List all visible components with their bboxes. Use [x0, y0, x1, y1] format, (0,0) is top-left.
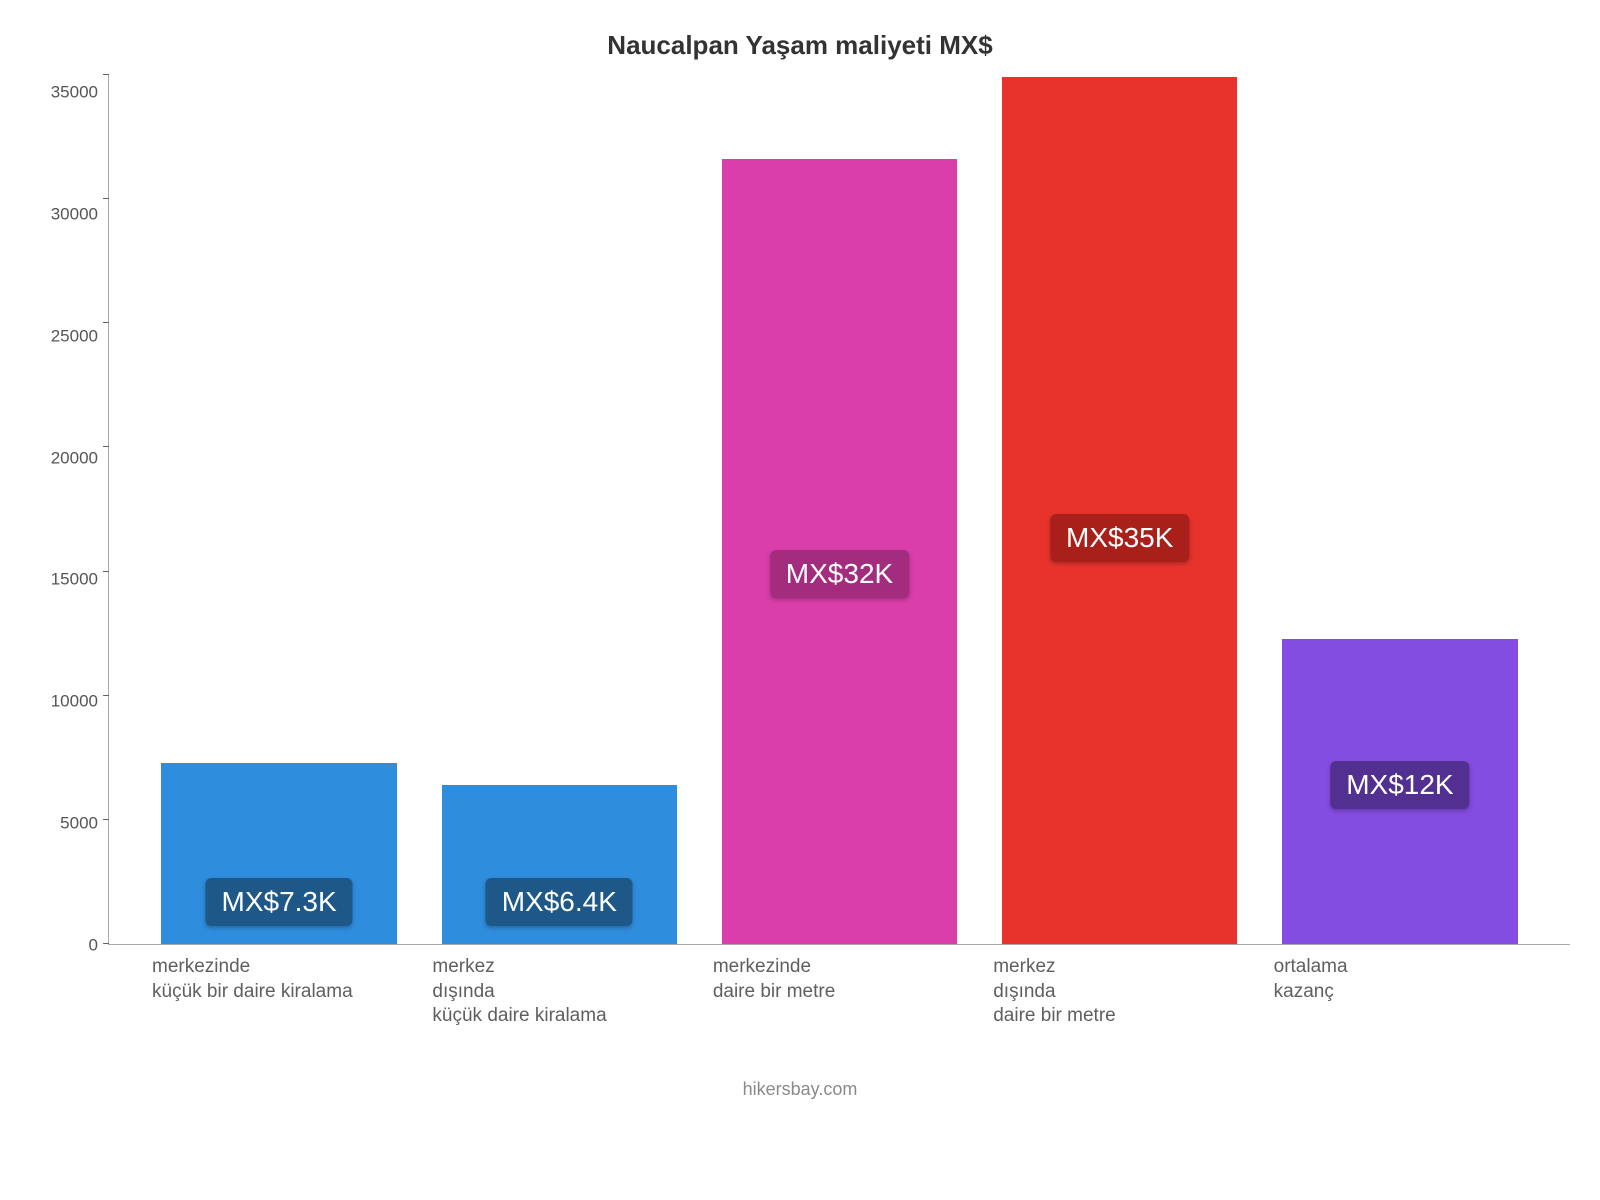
value-badge: MX$35K [1050, 514, 1189, 562]
y-tick-label: 0 [89, 936, 98, 953]
bar-slot: MX$35K [980, 75, 1260, 944]
bar-slot: MX$12K [1260, 75, 1540, 944]
y-tick-mark [103, 322, 109, 323]
plot-row: 35000300002500020000150001000050000 MX$7… [30, 75, 1570, 945]
attribution-text: hikersbay.com [30, 1079, 1570, 1100]
y-tick-label: 25000 [51, 327, 98, 344]
x-label-slot: ortalama kazanç [1260, 945, 1540, 1029]
x-label-slot: merkez dışında küçük daire kiralama [418, 945, 698, 1029]
y-tick-mark [103, 446, 109, 447]
bar-slot: MX$32K [699, 75, 979, 944]
chart-title: Naucalpan Yaşam maliyeti MX$ [30, 30, 1570, 61]
y-tick-label: 30000 [51, 205, 98, 222]
y-tick-mark [103, 571, 109, 572]
bar: MX$32K [722, 159, 957, 944]
y-tick-label: 20000 [51, 449, 98, 466]
y-tick-label: 35000 [51, 84, 98, 101]
y-tick-label: 5000 [60, 815, 98, 832]
x-label: merkez dışında daire bir metre [985, 955, 1253, 1029]
bar-slot: MX$7.3K [139, 75, 419, 944]
plot-area: MX$7.3K MX$6.4K MX$32K MX$35K MX$12K [108, 75, 1570, 945]
value-badge: MX$12K [1330, 761, 1469, 809]
y-tick-label: 10000 [51, 693, 98, 710]
y-tick-mark [103, 819, 109, 820]
cost-of-living-chart: Naucalpan Yaşam maliyeti MX$ 35000 30000 2… [0, 0, 1600, 1200]
x-label: ortalama kazanç [1266, 955, 1534, 1004]
bar: MX$7.3K [161, 763, 396, 944]
bar-slot: MX$6.4K [419, 75, 699, 944]
y-tick-label: 15000 [51, 571, 98, 588]
x-label-slot: merkezinde küçük bir daire kiralama [138, 945, 418, 1029]
x-label-slot: merkezinde daire bir metre [699, 945, 979, 1029]
y-axis: 35000300002500020000150001000050000 [30, 75, 108, 945]
y-tick-mark [103, 74, 109, 75]
value-badge: MX$7.3K [206, 878, 353, 926]
x-axis: merkezinde küçük bir daire kiralamamerke… [108, 945, 1570, 1029]
y-tick-mark [103, 943, 109, 944]
value-badge: MX$32K [770, 550, 909, 598]
y-tick-mark [103, 695, 109, 696]
bar: MX$35K [1002, 77, 1237, 944]
x-label-slot: merkez dışında daire bir metre [979, 945, 1259, 1029]
bar: MX$12K [1282, 639, 1517, 944]
x-label: merkezinde küçük bir daire kiralama [144, 955, 412, 1004]
x-label: merkez dışında küçük daire kiralama [424, 955, 692, 1029]
value-badge: MX$6.4K [486, 878, 633, 926]
y-tick-mark [103, 198, 109, 199]
x-label: merkezinde daire bir metre [705, 955, 973, 1004]
bar: MX$6.4K [442, 785, 677, 944]
